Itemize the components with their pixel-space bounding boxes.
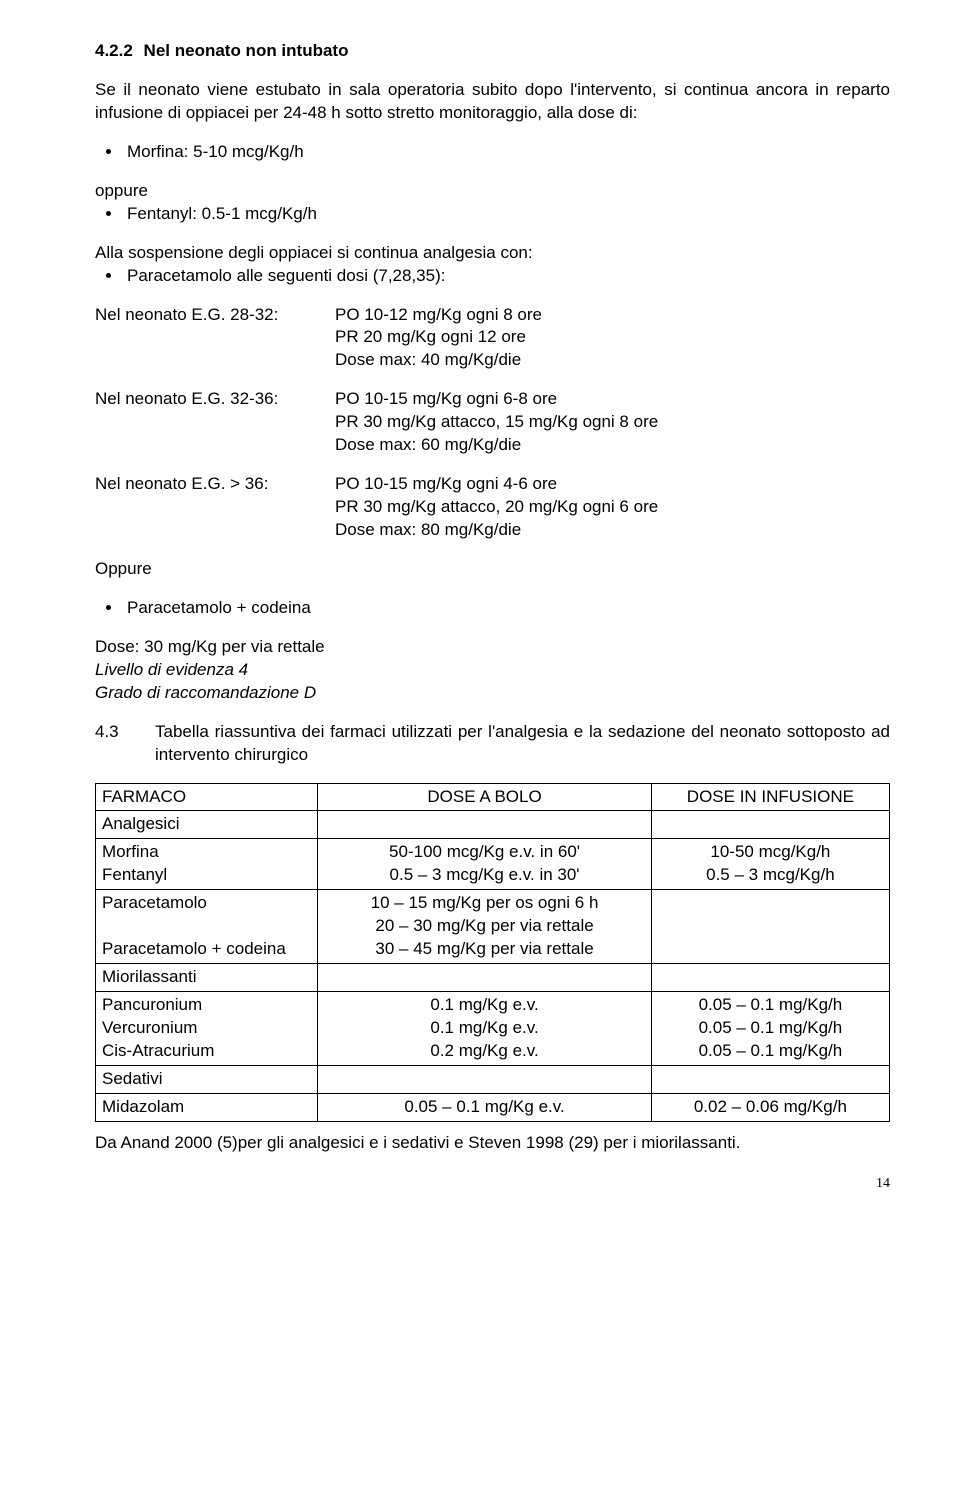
table-cell: Miorilassanti: [96, 964, 318, 992]
dose-line: PR 30 mg/Kg attacco, 20 mg/Kg ogni 6 ore: [335, 496, 890, 519]
section-43-heading: Tabella riassuntiva dei farmaci utilizza…: [155, 721, 890, 767]
section-422-number: 4.2.2: [95, 40, 133, 63]
oppure-label-2: Oppure: [95, 558, 890, 581]
table-cell: Sedativi: [96, 1065, 318, 1093]
table-row: ParacetamoloParacetamolo + codeina10 – 1…: [96, 890, 890, 964]
codeina-list: Paracetamolo + codeina: [95, 597, 890, 620]
table-row: MorfinaFentanyl50-100 mcg/Kg e.v. in 60'…: [96, 839, 890, 890]
dose-line: PO 10-15 mg/Kg ogni 6-8 ore: [335, 388, 890, 411]
dose-line: PO 10-12 mg/Kg ogni 8 ore: [335, 304, 890, 327]
table-cell: 0.02 – 0.06 mg/Kg/h: [651, 1093, 889, 1121]
table-cell: [651, 964, 889, 992]
dose-row-label: Nel neonato E.G. 28-32:: [95, 304, 305, 373]
table-cell: PancuroniumVercuroniumCis-Atracurium: [96, 992, 318, 1066]
table-row: Analgesici: [96, 811, 890, 839]
dose-row-values: PO 10-15 mg/Kg ogni 4-6 ore PR 30 mg/Kg …: [335, 473, 890, 542]
codeina-dose: Dose: 30 mg/Kg per via rettale: [95, 636, 890, 659]
dose-row-1: Nel neonato E.G. 32-36: PO 10-15 mg/Kg o…: [95, 388, 890, 457]
evidence-level: Livello di evidenza 4: [95, 659, 890, 682]
list-item: Paracetamolo alle seguenti dosi (7,28,35…: [123, 265, 890, 288]
table-header: DOSE IN INFUSIONE: [651, 783, 889, 811]
table-cell: ParacetamoloParacetamolo + codeina: [96, 890, 318, 964]
dose-line: PR 20 mg/Kg ogni 12 ore: [335, 326, 890, 349]
dose-row-2: Nel neonato E.G. > 36: PO 10-15 mg/Kg og…: [95, 473, 890, 542]
section-422-intro: Se il neonato viene estubato in sala ope…: [95, 79, 890, 125]
suspension-lead: Alla sospensione degli oppiacei si conti…: [95, 242, 890, 265]
table-row: Midazolam0.05 – 0.1 mg/Kg e.v.0.02 – 0.0…: [96, 1093, 890, 1121]
table-cell: MorfinaFentanyl: [96, 839, 318, 890]
opioid-list-post: Fentanyl: 0.5-1 mcg/Kg/h: [95, 203, 890, 226]
section-422-title: 4.2.2 Nel neonato non intubato: [95, 40, 890, 63]
table-cell: 10 – 15 mg/Kg per os ogni 6 h20 – 30 mg/…: [318, 890, 651, 964]
table-header: DOSE A BOLO: [318, 783, 651, 811]
recommendation-grade: Grado di raccomandazione D: [95, 682, 890, 705]
table-cell: Analgesici: [96, 811, 318, 839]
oppure-label: oppure: [95, 180, 890, 203]
list-item: Morfina: 5-10 mcg/Kg/h: [123, 141, 890, 164]
table-cell: Midazolam: [96, 1093, 318, 1121]
section-43-number: 4.3: [95, 721, 155, 744]
table-row: PancuroniumVercuroniumCis-Atracurium0.1 …: [96, 992, 890, 1066]
dose-line: PR 30 mg/Kg attacco, 15 mg/Kg ogni 8 ore: [335, 411, 890, 434]
table-cell: 0.05 – 0.1 mg/Kg e.v.: [318, 1093, 651, 1121]
table-cell: [651, 811, 889, 839]
table-cell: [651, 1065, 889, 1093]
table-cell: [318, 811, 651, 839]
list-item: Fentanyl: 0.5-1 mcg/Kg/h: [123, 203, 890, 226]
table-cell: 0.05 – 0.1 mg/Kg/h0.05 – 0.1 mg/Kg/h0.05…: [651, 992, 889, 1066]
table-row: Miorilassanti: [96, 964, 890, 992]
table-cell: 10-50 mcg/Kg/h0.5 – 3 mcg/Kg/h: [651, 839, 889, 890]
table-row: Sedativi: [96, 1065, 890, 1093]
page-content: 4.2.2 Nel neonato non intubato Se il neo…: [0, 0, 960, 1214]
table-cell: [318, 964, 651, 992]
dose-line: Dose max: 60 mg/Kg/die: [335, 434, 890, 457]
table-cell: [318, 1065, 651, 1093]
dose-row-values: PO 10-15 mg/Kg ogni 6-8 ore PR 30 mg/Kg …: [335, 388, 890, 457]
dose-row-0: Nel neonato E.G. 28-32: PO 10-12 mg/Kg o…: [95, 304, 890, 373]
dose-row-values: PO 10-12 mg/Kg ogni 8 ore PR 20 mg/Kg og…: [335, 304, 890, 373]
dose-row-label: Nel neonato E.G. > 36:: [95, 473, 305, 542]
paracetamolo-list: Paracetamolo alle seguenti dosi (7,28,35…: [95, 265, 890, 288]
section-422-heading: Nel neonato non intubato: [144, 41, 349, 60]
dose-line: Dose max: 40 mg/Kg/die: [335, 349, 890, 372]
table-header-row: FARMACO DOSE A BOLO DOSE IN INFUSIONE: [96, 783, 890, 811]
opioid-list-pre: Morfina: 5-10 mcg/Kg/h: [95, 141, 890, 164]
drug-table: FARMACO DOSE A BOLO DOSE IN INFUSIONE An…: [95, 783, 890, 1122]
dose-line: PO 10-15 mg/Kg ogni 4-6 ore: [335, 473, 890, 496]
table-header: FARMACO: [96, 783, 318, 811]
table-cell: [651, 890, 889, 964]
list-item: Paracetamolo + codeina: [123, 597, 890, 620]
table-footnote: Da Anand 2000 (5)per gli analgesici e i …: [95, 1132, 890, 1155]
dose-row-label: Nel neonato E.G. 32-36:: [95, 388, 305, 457]
page-number: 14: [95, 1175, 890, 1194]
table-cell: 0.1 mg/Kg e.v.0.1 mg/Kg e.v.0.2 mg/Kg e.…: [318, 992, 651, 1066]
dose-line: Dose max: 80 mg/Kg/die: [335, 519, 890, 542]
section-43-title: 4.3 Tabella riassuntiva dei farmaci util…: [95, 721, 890, 767]
table-cell: 50-100 mcg/Kg e.v. in 60'0.5 – 3 mcg/Kg …: [318, 839, 651, 890]
